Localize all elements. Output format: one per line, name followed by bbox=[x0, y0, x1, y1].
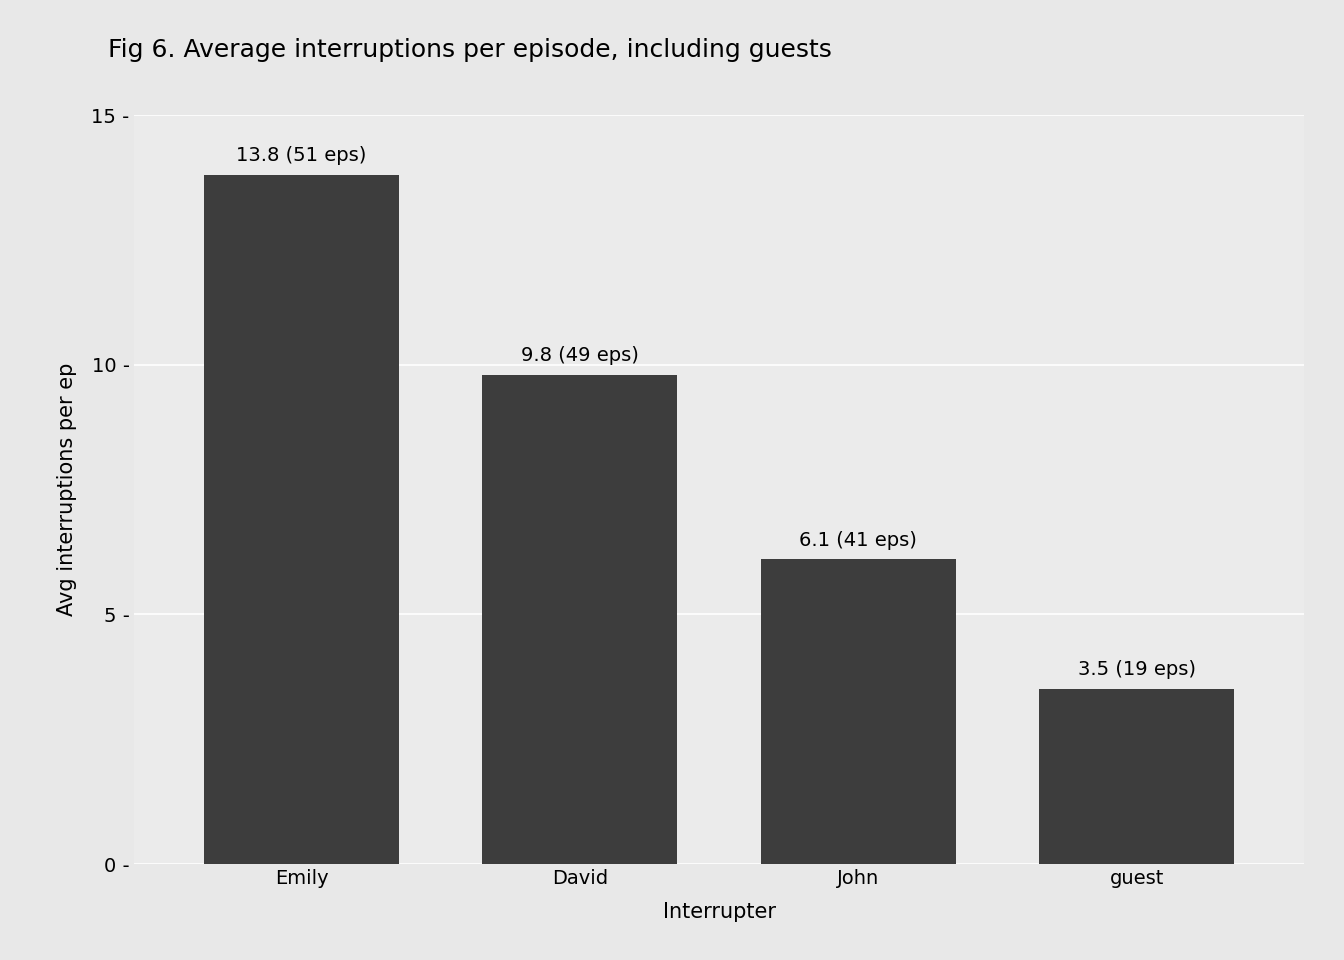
Bar bbox=[761, 560, 956, 864]
Bar bbox=[1039, 689, 1234, 864]
X-axis label: Interrupter: Interrupter bbox=[663, 901, 775, 922]
Text: Fig 6. Average interruptions per episode, including guests: Fig 6. Average interruptions per episode… bbox=[108, 38, 832, 62]
Bar bbox=[204, 175, 399, 864]
Y-axis label: Avg interruptions per ep: Avg interruptions per ep bbox=[58, 363, 78, 616]
Bar bbox=[482, 374, 677, 864]
Text: 3.5 (19 eps): 3.5 (19 eps) bbox=[1078, 660, 1196, 680]
Text: 9.8 (49 eps): 9.8 (49 eps) bbox=[521, 346, 638, 365]
Text: 6.1 (41 eps): 6.1 (41 eps) bbox=[800, 531, 917, 549]
Text: 13.8 (51 eps): 13.8 (51 eps) bbox=[237, 146, 367, 165]
